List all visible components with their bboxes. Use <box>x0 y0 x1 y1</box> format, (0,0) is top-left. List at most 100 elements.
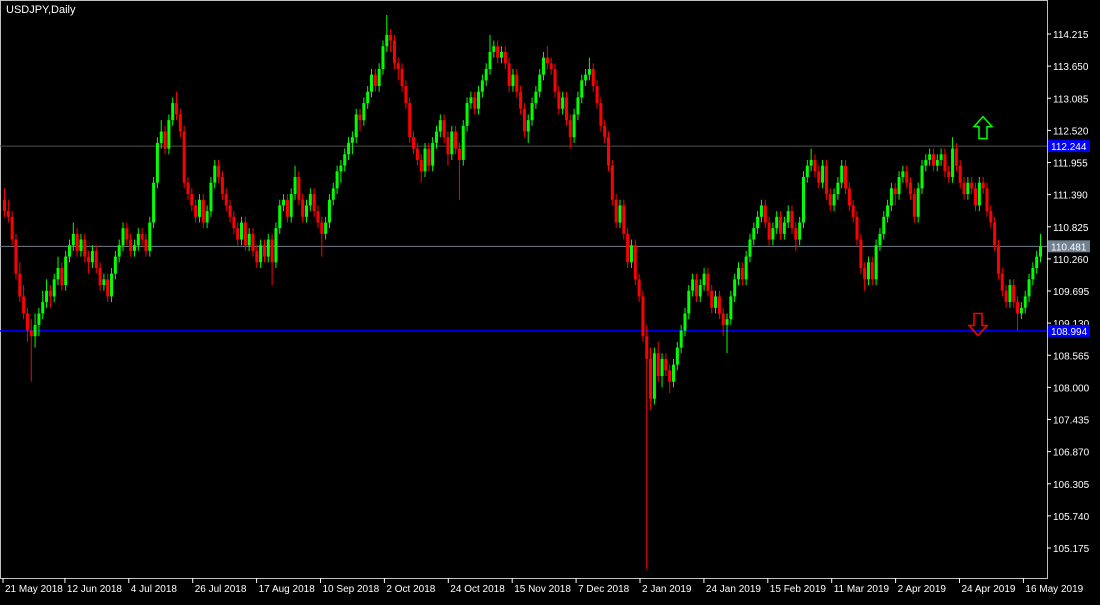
bull-candle <box>461 125 465 160</box>
bull-candle <box>1027 279 1031 297</box>
bear-candle <box>507 63 511 87</box>
bull-candle <box>935 159 939 166</box>
bull-candle <box>836 182 840 195</box>
bear-candle <box>622 205 626 234</box>
bear-candle <box>1012 285 1016 303</box>
bull-candle <box>278 205 282 229</box>
bull-candle <box>335 171 339 189</box>
bull-candle <box>675 347 679 365</box>
bear-candle <box>14 239 18 274</box>
bull-candle <box>660 358 664 377</box>
bear-candle <box>664 358 668 371</box>
bear-candle <box>893 188 897 195</box>
bear-candle <box>415 148 419 160</box>
date-tick-label: 12 Jun 2018 <box>67 584 122 595</box>
price-axis: 114.215 113.650 113.085 112.520 111.955 111.3… <box>1047 30 1090 555</box>
bull-candle <box>293 177 297 195</box>
price-tick-label: 114.215 <box>1053 30 1089 41</box>
bull-candle <box>37 313 41 325</box>
date-tick-label: 15 Nov 2018 <box>514 584 571 595</box>
bear-candle <box>373 74 377 87</box>
bull-candle <box>530 103 534 121</box>
bear-candle <box>320 222 324 234</box>
bear-candle <box>637 279 641 297</box>
price-label: 110.481 <box>1051 242 1087 253</box>
arrows <box>967 115 994 337</box>
bull-candle <box>450 131 454 155</box>
bear-candle <box>312 194 316 212</box>
bear-candle <box>985 188 989 212</box>
bear-candle <box>255 250 259 263</box>
bull-candle <box>691 279 695 291</box>
price-tick-label: 108.000 <box>1053 383 1090 394</box>
price-tick-label: 111.955 <box>1053 159 1088 170</box>
bear-candle <box>454 131 458 149</box>
bull-candle <box>584 74 588 81</box>
bull-candle <box>1035 256 1039 268</box>
bear-candle <box>656 353 660 377</box>
date-tick-label: 17 Aug 2018 <box>259 584 316 595</box>
bear-candle <box>694 279 698 297</box>
bull-candle <box>305 205 309 217</box>
bull-candle <box>683 313 687 331</box>
bear-candle <box>568 120 572 138</box>
bear-candle <box>958 165 962 183</box>
bull-candle <box>477 91 481 109</box>
bull-candle <box>939 154 943 160</box>
bull-candle <box>832 194 836 206</box>
bear-candle <box>721 313 725 325</box>
bear-candle <box>446 137 450 155</box>
bull-candle <box>469 97 473 104</box>
horizontal-lines <box>0 145 1047 332</box>
bear-candle <box>549 63 553 69</box>
bull-candle <box>347 142 351 155</box>
bull-candle <box>259 245 263 263</box>
price-tick-label: 110.260 <box>1053 255 1089 266</box>
price-tick-label: 106.870 <box>1053 448 1090 459</box>
bear-candle <box>75 233 79 251</box>
bull-candle <box>480 80 484 92</box>
bear-candle <box>392 40 396 64</box>
bull-candle <box>874 245 878 280</box>
bear-candle <box>813 159 817 172</box>
bull-candle <box>155 142 159 183</box>
bear-candle <box>178 114 182 132</box>
price-label-box <box>1048 240 1090 253</box>
bull-candle <box>889 188 893 206</box>
bull-candle <box>901 171 905 178</box>
bear-candle <box>182 131 186 183</box>
bull-candle <box>897 177 901 195</box>
bear-candle <box>649 358 653 399</box>
bear-candle <box>217 165 221 178</box>
bear-candle <box>962 182 966 195</box>
bear-candle <box>251 233 255 251</box>
bear-candle <box>106 279 110 297</box>
bull-candle <box>52 279 56 297</box>
bear-candle <box>996 245 1000 274</box>
bear-candle <box>243 222 247 246</box>
bull-candle <box>920 165 924 189</box>
bull-candle <box>916 188 920 217</box>
bear-candle <box>763 205 767 223</box>
bull-candle <box>289 194 293 217</box>
bear-candle <box>442 120 446 138</box>
bull-candle <box>350 137 354 143</box>
price-tick-label: 107.435 <box>1053 416 1090 427</box>
price-tick-label: 112.520 <box>1053 126 1089 137</box>
bear-candle <box>519 91 523 109</box>
bull-candle <box>687 290 691 314</box>
bull-candle <box>484 68 488 81</box>
bear-candle <box>400 68 404 87</box>
bull-candle <box>152 182 156 223</box>
bull-candle <box>629 245 633 263</box>
bear-candle <box>909 182 913 195</box>
bull-candle <box>117 245 121 257</box>
bull-candle <box>343 154 347 166</box>
bear-candle <box>794 228 798 240</box>
bull-candle <box>878 233 882 246</box>
bear-candle <box>358 114 362 121</box>
bear-candle <box>94 250 98 268</box>
chart-frame <box>0 0 1048 579</box>
